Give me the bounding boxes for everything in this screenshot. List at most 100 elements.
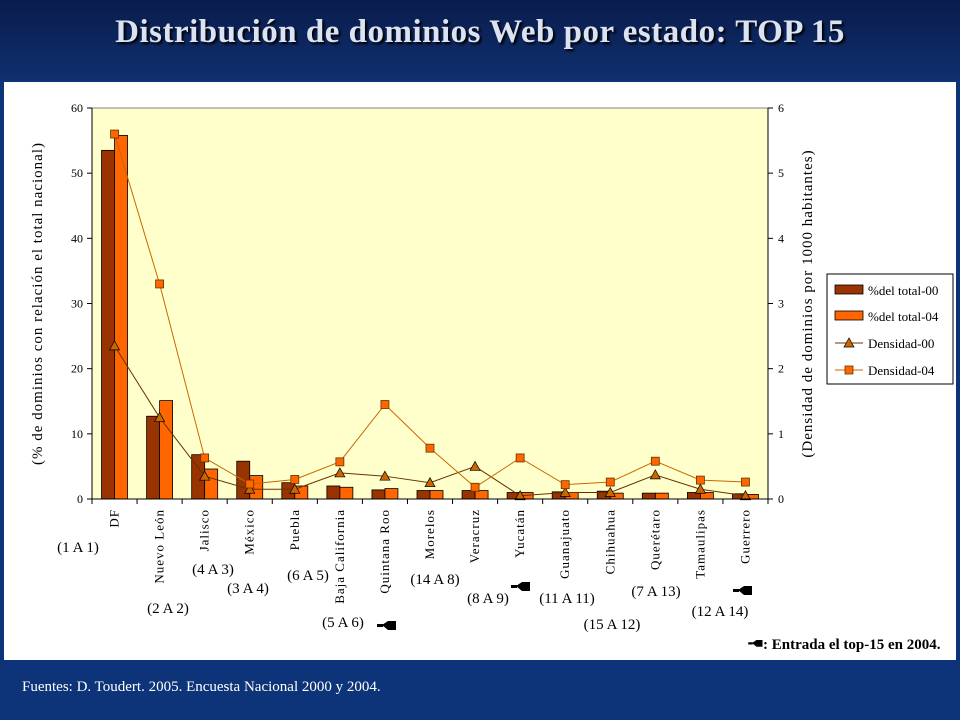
point-densidad-00 — [559, 486, 571, 497]
point-densidad-04 — [560, 480, 570, 490]
pointing-hand-icon — [377, 621, 396, 630]
bar-2004 — [204, 468, 219, 500]
pointing-hand-icon — [733, 586, 752, 595]
bar-2000 — [146, 415, 161, 500]
rank-label: (12 A 14) — [692, 604, 749, 620]
point-densidad-04 — [515, 453, 525, 463]
point-densidad-00 — [739, 490, 752, 501]
pointing-hand-finger — [377, 624, 383, 627]
category-label: Guanajuato — [557, 509, 572, 579]
pointing-hand-icon — [511, 582, 530, 591]
category-label: Chihuahua — [602, 509, 617, 574]
y-tick-label: 0 — [77, 492, 83, 506]
rank-label: (14 A 8) — [410, 572, 459, 588]
rank-label: (8 A 9) — [467, 591, 509, 607]
bar-2000 — [371, 489, 386, 500]
y-tick-label: 40 — [71, 231, 83, 245]
rank-label: (3 A 4) — [227, 581, 269, 597]
y-tick-label: 20 — [71, 362, 83, 376]
category-label: Jalisco — [197, 509, 212, 551]
new-entry-note: : Entrada el top-15 en 2004. — [763, 637, 941, 653]
category-label: México — [242, 509, 257, 555]
rank-label: (1 A 1) — [57, 540, 99, 556]
category-label: Morelos — [422, 509, 437, 559]
rank-label: (15 A 12) — [584, 617, 641, 633]
point-densidad-04 — [605, 477, 615, 487]
legend-swatch — [834, 284, 864, 295]
point-densidad-04 — [470, 482, 480, 492]
bar-2004 — [429, 490, 444, 500]
point-densidad-04 — [650, 456, 660, 466]
bar-2004 — [384, 488, 399, 500]
y2-tick-label: 3 — [778, 297, 784, 311]
y-tick-label: 60 — [71, 101, 83, 115]
legend-marker — [844, 365, 854, 375]
header-bar: Distribución de dominios Web por estado:… — [0, 0, 960, 80]
bar-2000 — [416, 490, 431, 500]
y2-tick-label: 2 — [778, 362, 784, 376]
rank-label: (2 A 2) — [147, 601, 189, 617]
bar-2000 — [641, 492, 656, 500]
point-densidad-00 — [424, 476, 436, 488]
category-label: DF — [107, 509, 122, 528]
point-densidad-00 — [334, 467, 346, 478]
bar-2000 — [461, 490, 476, 500]
y2-tick-label: 6 — [778, 101, 784, 115]
category-label: Veracruz — [467, 509, 482, 563]
point-densidad-00 — [108, 340, 121, 351]
pointing-hand-finger — [511, 585, 517, 588]
point-densidad-04 — [425, 443, 435, 453]
bar-2000 — [326, 485, 341, 500]
point-densidad-00 — [379, 470, 391, 481]
point-densidad-04 — [200, 453, 210, 463]
bar-2004 — [474, 490, 489, 500]
rank-label: (5 A 6) — [322, 615, 364, 631]
rank-label: (7 A 13) — [631, 584, 680, 600]
point-densidad-04 — [245, 479, 255, 489]
legend-swatch — [834, 310, 864, 321]
point-densidad-00 — [694, 483, 706, 494]
legend-marker — [843, 337, 855, 348]
point-densidad-00 — [469, 460, 481, 471]
y-axis-title: (% de dominios con relación el total nac… — [30, 142, 46, 465]
y-tick-label: 30 — [71, 297, 83, 311]
point-densidad-00 — [154, 411, 166, 422]
category-label: Quintana Roo — [377, 509, 392, 594]
point-densidad-04 — [335, 457, 345, 467]
pointing-hand-body — [738, 586, 752, 595]
y2-tick-label: 5 — [778, 166, 784, 180]
point-densidad-04 — [155, 279, 165, 289]
point-densidad-00 — [289, 483, 301, 494]
chart-panel: 0 10 20 30 40 50 60 0 1 2 3 4 5 6 DF Nuevo León Jalisco… — [4, 82, 956, 660]
category-label: Puebla — [287, 509, 302, 550]
pointing-hand-body — [382, 621, 396, 630]
chart: 0 10 20 30 40 50 60 0 1 2 3 4 5 6 DF Nuevo León Jalisco… — [30, 101, 954, 653]
point-densidad-00 — [244, 483, 256, 494]
bar-2000 — [101, 149, 115, 500]
pointing-hand-finger — [748, 642, 753, 645]
point-densidad-04 — [741, 477, 750, 487]
point-densidad-04 — [696, 475, 705, 485]
point-densidad-04 — [110, 129, 119, 139]
rank-label: (11 A 11) — [539, 591, 595, 607]
point-densidad-00 — [604, 486, 616, 497]
category-label: Baja California — [332, 509, 347, 604]
point-densidad-00 — [514, 490, 526, 501]
category-label: Yucatán — [512, 509, 527, 558]
pointing-hand-body — [516, 582, 530, 591]
footer-bar: Fuentes: D. Toudert. 2005. Encuesta Naci… — [0, 660, 960, 720]
legend-label: Densidad-04 — [868, 363, 935, 378]
bar-2004 — [114, 134, 128, 500]
bar-2004 — [654, 492, 669, 500]
point-densidad-04 — [380, 400, 390, 409]
rank-label: (4 A 3) — [192, 562, 234, 578]
category-label: Guerrero — [737, 509, 752, 564]
pointing-hand-icon — [748, 640, 763, 647]
category-label: Tamaulipas — [692, 509, 707, 579]
y-tick-label: 10 — [71, 427, 83, 441]
legend-label: %del total-00 — [868, 283, 938, 298]
y2-axis-title: (Densidad de dominios por 1000 habitante… — [800, 149, 816, 457]
source-text: Fuentes: D. Toudert. 2005. Encuesta Naci… — [22, 679, 381, 695]
point-densidad-04 — [290, 475, 300, 484]
rank-label: (6 A 5) — [287, 568, 329, 584]
